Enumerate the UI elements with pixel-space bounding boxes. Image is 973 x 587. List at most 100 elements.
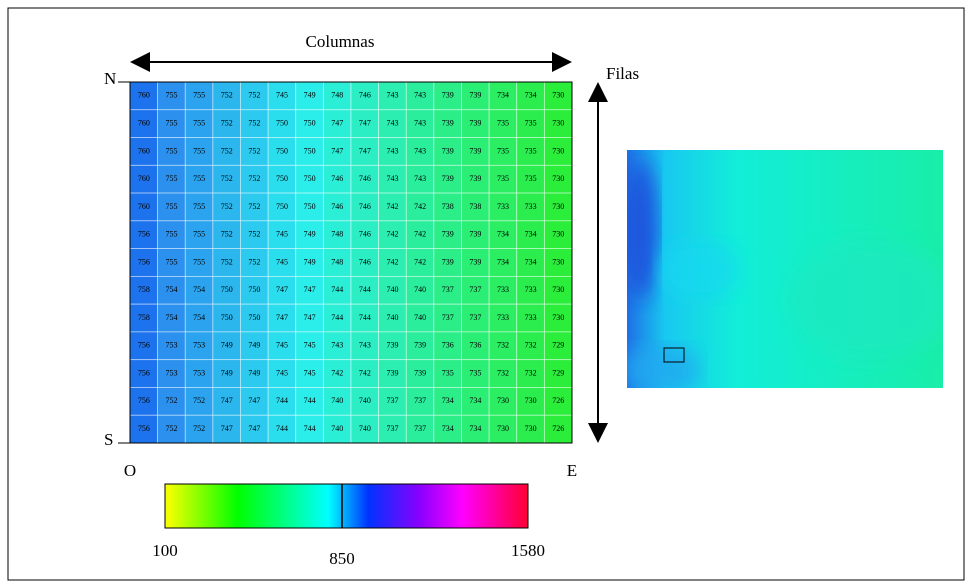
cell-value: 752 [221, 118, 233, 127]
cell-value: 754 [165, 313, 177, 322]
cell-value: 752 [248, 174, 260, 183]
cell-value: 739 [469, 230, 481, 239]
cell-value: 744 [331, 285, 343, 294]
cell-value: 743 [331, 341, 343, 350]
cell-value: 749 [221, 368, 233, 377]
cell-value: 756 [138, 368, 150, 377]
cell-value: 760 [138, 202, 150, 211]
cell-value: 747 [276, 313, 288, 322]
cell-value: 747 [248, 396, 260, 405]
cell-value: 750 [304, 118, 316, 127]
cell-value: 752 [193, 424, 205, 433]
cell-value: 739 [442, 257, 454, 266]
east-label: E [567, 461, 577, 480]
cell-value: 745 [276, 91, 288, 100]
cell-value: 735 [469, 368, 481, 377]
elevation-image [620, 150, 950, 395]
cell-value: 740 [331, 396, 343, 405]
cell-value: 749 [304, 257, 316, 266]
cell-value: 737 [386, 424, 398, 433]
cell-value: 756 [138, 341, 150, 350]
cell-value: 743 [414, 91, 426, 100]
cell-value: 730 [497, 424, 509, 433]
cell-value: 754 [193, 313, 205, 322]
cell-value: 752 [248, 118, 260, 127]
cell-value: 755 [193, 257, 205, 266]
cell-value: 746 [331, 202, 343, 211]
cell-value: 742 [331, 368, 343, 377]
cell-value: 754 [165, 285, 177, 294]
cell-value: 740 [359, 424, 371, 433]
cell-value: 737 [442, 313, 454, 322]
cell-value: 755 [193, 118, 205, 127]
cell-value: 737 [469, 285, 481, 294]
cell-value: 734 [469, 424, 481, 433]
cell-value: 752 [248, 230, 260, 239]
cell-value: 734 [442, 424, 454, 433]
cell-value: 750 [276, 146, 288, 155]
colorbar-label: 850 [329, 549, 355, 568]
cell-value: 747 [221, 424, 233, 433]
cell-value: 758 [138, 313, 150, 322]
cell-value: 739 [469, 146, 481, 155]
cell-value: 749 [248, 341, 260, 350]
cell-value: 750 [304, 146, 316, 155]
cell-value: 752 [165, 424, 177, 433]
cell-value: 745 [276, 230, 288, 239]
cell-value: 753 [193, 368, 205, 377]
cell-value: 750 [221, 285, 233, 294]
cell-value: 755 [193, 91, 205, 100]
cell-value: 737 [386, 396, 398, 405]
cell-value: 726 [552, 424, 564, 433]
cell-value: 735 [497, 146, 509, 155]
cell-value: 734 [497, 230, 509, 239]
cell-value: 745 [276, 341, 288, 350]
cell-value: 745 [276, 257, 288, 266]
colorbar-label: 100 [152, 541, 178, 560]
cell-value: 739 [442, 174, 454, 183]
cell-value: 760 [138, 174, 150, 183]
cell-value: 755 [165, 118, 177, 127]
cell-value: 739 [469, 257, 481, 266]
cell-value: 742 [414, 202, 426, 211]
cell-value: 753 [165, 368, 177, 377]
cell-value: 745 [276, 368, 288, 377]
cell-value: 740 [359, 396, 371, 405]
cell-value: 760 [138, 118, 150, 127]
cell-value: 746 [359, 91, 371, 100]
cell-value: 739 [442, 230, 454, 239]
cell-value: 744 [359, 313, 371, 322]
cell-value: 752 [221, 230, 233, 239]
cell-value: 752 [248, 257, 260, 266]
cell-value: 730 [552, 91, 564, 100]
cell-value: 752 [221, 257, 233, 266]
cell-value: 747 [331, 146, 343, 155]
cell-value: 739 [469, 91, 481, 100]
cell-value: 746 [359, 202, 371, 211]
cell-value: 745 [304, 341, 316, 350]
cell-value: 733 [525, 202, 537, 211]
cell-value: 746 [331, 174, 343, 183]
cell-value: 738 [442, 202, 454, 211]
cell-value: 730 [552, 313, 564, 322]
cell-value: 752 [165, 396, 177, 405]
cell-value: 752 [221, 146, 233, 155]
cell-value: 747 [304, 285, 316, 294]
cell-value: 735 [525, 118, 537, 127]
cell-value: 746 [359, 230, 371, 239]
cell-value: 730 [552, 146, 564, 155]
cell-value: 730 [552, 118, 564, 127]
cell-value: 733 [497, 285, 509, 294]
cell-value: 743 [414, 174, 426, 183]
cell-value: 735 [497, 118, 509, 127]
cell-value: 740 [386, 285, 398, 294]
cell-value: 729 [552, 368, 564, 377]
cell-value: 752 [221, 174, 233, 183]
cell-value: 726 [552, 396, 564, 405]
cell-value: 755 [193, 230, 205, 239]
cell-value: 756 [138, 424, 150, 433]
cell-value: 735 [497, 174, 509, 183]
cell-value: 734 [525, 230, 537, 239]
cell-value: 736 [469, 341, 481, 350]
north-label: N [104, 69, 116, 88]
